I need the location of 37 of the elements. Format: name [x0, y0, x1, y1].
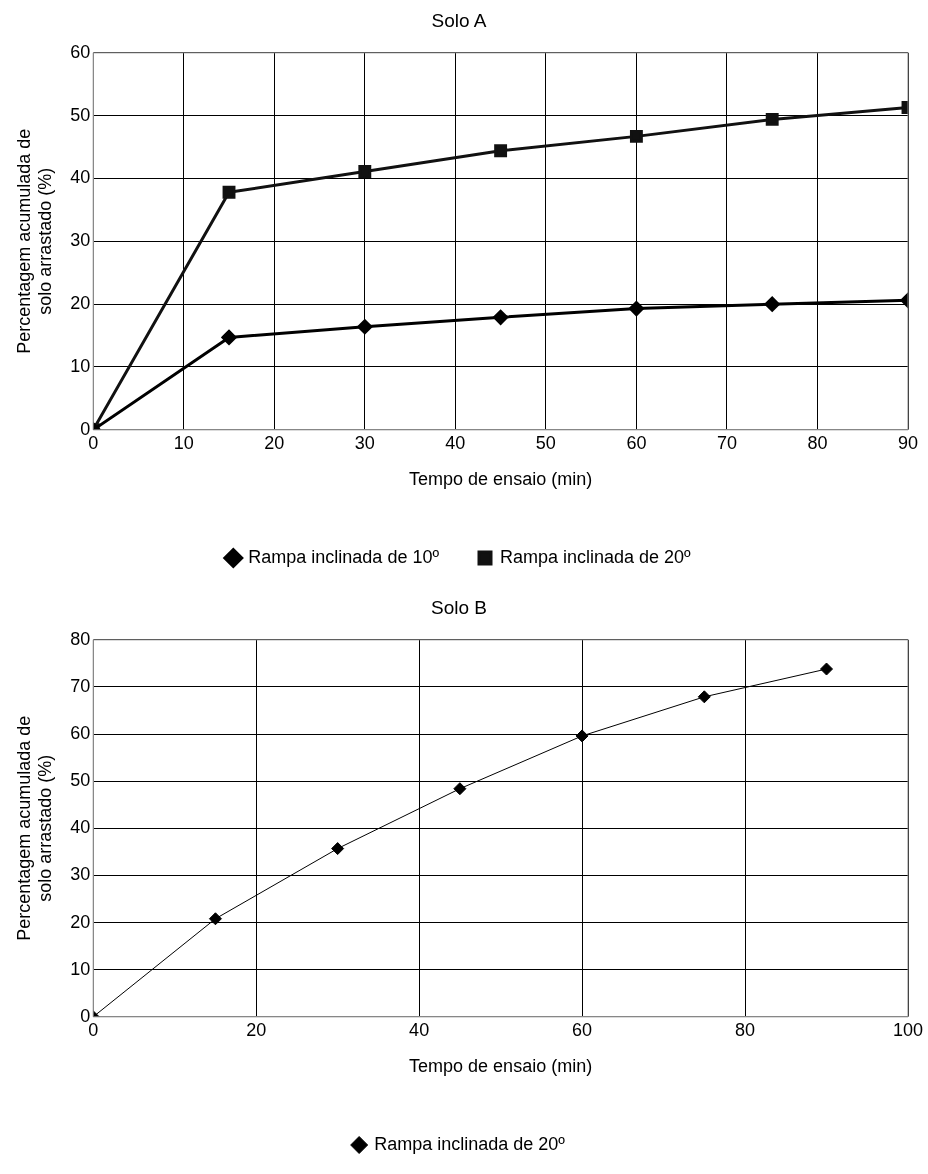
x-tick-label: 70 — [716, 432, 737, 453]
y-tick-label: 50 — [70, 770, 91, 791]
y-tick-label: 70 — [70, 675, 91, 696]
x-tick-label: 60 — [572, 1019, 593, 1040]
x-tick-label: 40 — [445, 432, 466, 453]
y-tick-label: 40 — [70, 817, 91, 838]
x-tick-label: 50 — [535, 432, 556, 453]
x-tick-label: 20 — [246, 1019, 267, 1040]
y-tick-label: 40 — [70, 167, 91, 188]
y-tick-label: 10 — [70, 958, 91, 979]
x-tick-label: 20 — [264, 432, 285, 453]
y-tick-label: 50 — [70, 104, 91, 125]
x-tick-label: 40 — [409, 1019, 430, 1040]
y-tick-label: 10 — [70, 355, 91, 376]
y-tick-label: 30 — [70, 230, 91, 251]
chart-title: Solo B — [431, 596, 487, 618]
x-tick-label: 60 — [626, 432, 647, 453]
y-tick-label: 20 — [70, 293, 91, 314]
y-axis-title: Percentagem acumulada de solo arrastado (%) — [13, 715, 56, 941]
y-tick-label: 30 — [70, 864, 91, 885]
y-tick-label: 60 — [70, 41, 91, 62]
y-tick-label: 60 — [70, 723, 91, 744]
x-axis-title: Tempo de ensaio (min) — [409, 469, 593, 490]
legend-label: Rampa inclinada de 20º — [374, 1133, 566, 1154]
x-tick-label: 90 — [897, 432, 919, 453]
y-tick-label: 20 — [70, 911, 91, 932]
legend-label: Rampa inclinada de 10º — [248, 546, 440, 567]
legend-label: Rampa inclinada de 20º — [500, 546, 692, 567]
x-tick-label: 80 — [807, 432, 828, 453]
x-tick-label: 30 — [354, 432, 375, 453]
x-tick-label: 80 — [735, 1019, 756, 1040]
y-tick-label: 80 — [70, 628, 91, 649]
chart-title: Solo A — [431, 9, 487, 31]
x-axis-title: Tempo de ensaio (min) — [409, 1056, 593, 1077]
y-axis-title: Percentagem acumulada de solo arrastado (%) — [13, 128, 56, 354]
x-tick-label: 10 — [173, 432, 194, 453]
x-tick-label: 100 — [892, 1019, 924, 1040]
